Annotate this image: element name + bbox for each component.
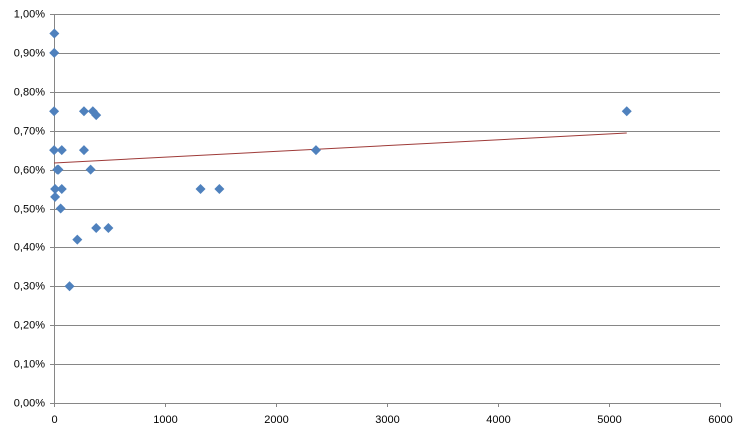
data-point	[85, 164, 96, 175]
x-tick-label: 0	[51, 414, 57, 426]
data-point	[50, 191, 61, 202]
y-tick-label: 0,10%	[14, 358, 45, 370]
y-tick-label: 1,00%	[14, 8, 45, 20]
data-point	[56, 145, 67, 156]
y-tick-label: 0,60%	[14, 164, 45, 176]
y-tick-label: 0,40%	[14, 241, 45, 253]
data-point	[72, 234, 83, 245]
x-tick-label: 1000	[153, 414, 177, 426]
data-point	[78, 145, 89, 156]
y-tick-label: 0,00%	[14, 397, 45, 409]
data-point	[91, 222, 102, 233]
data-point	[64, 281, 75, 292]
data-point	[214, 184, 225, 195]
x-tick-label: 6000	[708, 414, 732, 426]
data-point	[78, 106, 89, 117]
x-tick-label: 3000	[375, 414, 399, 426]
y-tick-label: 0,70%	[14, 125, 45, 137]
data-point	[103, 222, 114, 233]
data-point	[91, 110, 102, 121]
data-point	[49, 106, 60, 117]
x-tick-label: 2000	[264, 414, 288, 426]
y-tick-label: 0,50%	[14, 203, 45, 215]
y-tick-label: 0,30%	[14, 280, 45, 292]
data-point	[50, 184, 61, 195]
data-point	[56, 184, 67, 195]
data-point	[53, 164, 64, 175]
data-point	[310, 145, 321, 156]
trendline	[53, 132, 627, 164]
x-tick-label: 4000	[486, 414, 510, 426]
y-tick-label: 0,20%	[14, 319, 45, 331]
data-point	[49, 47, 60, 58]
x-tick-label: 5000	[597, 414, 621, 426]
data-point	[55, 203, 66, 214]
data-point	[49, 28, 60, 39]
y-tick-label: 0,80%	[14, 86, 45, 98]
y-tick-label: 0,90%	[14, 47, 45, 59]
data-point	[49, 145, 60, 156]
data-point	[195, 184, 206, 195]
data-point	[621, 106, 632, 117]
